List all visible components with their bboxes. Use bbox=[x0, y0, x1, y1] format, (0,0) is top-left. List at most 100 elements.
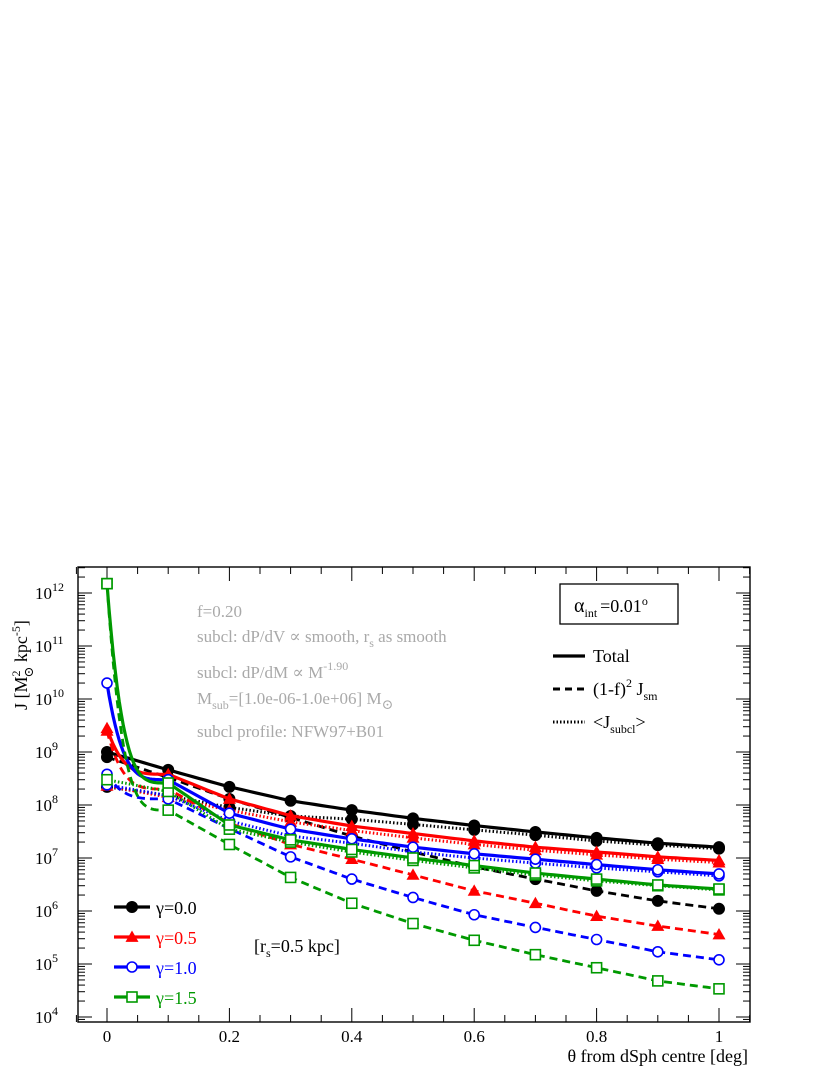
series-smooth-marker bbox=[528, 896, 542, 909]
series-total-marker bbox=[712, 853, 726, 866]
series-total-marker bbox=[528, 840, 542, 853]
series-total-marker bbox=[345, 804, 358, 817]
series-smooth-marker bbox=[712, 928, 726, 940]
series-total-marker bbox=[407, 852, 419, 864]
series-total-marker bbox=[407, 841, 419, 853]
legend-subcl-label: <Jsubcl> bbox=[593, 712, 646, 736]
y-tick-label: 106 bbox=[35, 898, 58, 921]
series-total-marker bbox=[590, 873, 603, 885]
series-total-marker bbox=[223, 780, 236, 793]
plot-frame bbox=[77, 566, 751, 1023]
annotation-rs: [rs=0.5 kpc] bbox=[254, 936, 340, 960]
series-subcl-marker bbox=[284, 815, 298, 827]
y-tick-label: 104 bbox=[35, 1004, 58, 1027]
legend-gamma-label: γ=0.5 bbox=[155, 928, 197, 948]
series-total-marker bbox=[590, 858, 603, 871]
legend-gamma-label: γ=1.5 bbox=[155, 988, 197, 1008]
y-axis-title: J [M2⊙ kpc-5] bbox=[9, 620, 36, 710]
series-total-marker bbox=[590, 831, 603, 844]
series-total-marker bbox=[468, 859, 481, 872]
x-tick-label: 0.8 bbox=[586, 1027, 607, 1046]
series-smooth-marker bbox=[345, 873, 358, 885]
series-smooth-marker bbox=[345, 897, 358, 910]
series-smooth-marker bbox=[713, 902, 725, 915]
x-tick-label: 0.2 bbox=[219, 1027, 240, 1046]
legend-gamma-label: γ=0.0 bbox=[155, 898, 197, 918]
series-total-marker bbox=[529, 825, 542, 838]
annotation-mass-range: Msub=[1.0e-06-1.0e+06] M⊙ bbox=[197, 689, 393, 713]
x-tick-label: 0.4 bbox=[341, 1027, 363, 1046]
series-smooth-marker bbox=[284, 851, 297, 863]
series-total-marker bbox=[101, 577, 113, 590]
series-smooth-marker bbox=[407, 891, 419, 904]
annotation-mass-function: subcl: dP/dM ∝ M-1.90 bbox=[197, 659, 348, 682]
series-total-marker bbox=[284, 823, 297, 835]
alpha-int-box: αint =0.01o bbox=[559, 583, 679, 625]
series-smooth-marker bbox=[651, 975, 664, 987]
series-smooth-marker bbox=[529, 921, 542, 934]
series-smooth-marker bbox=[468, 934, 481, 947]
series-smooth-marker bbox=[467, 884, 481, 896]
series-smooth-marker bbox=[651, 919, 665, 931]
alpha-int-label: αint =0.01o bbox=[574, 594, 648, 620]
x-tick-label: 0.6 bbox=[464, 1027, 485, 1046]
series-total-marker bbox=[651, 837, 664, 850]
series-group bbox=[101, 577, 725, 995]
series-total-marker bbox=[345, 843, 358, 856]
series-total-marker bbox=[101, 677, 113, 689]
annotation-profile: subcl profile: NFW97+B01 bbox=[197, 722, 384, 741]
y-tick-label: 1012 bbox=[35, 580, 64, 603]
x-tick-label: 0 bbox=[103, 1027, 112, 1046]
annotation-spatial: subcl: dP/dV ∝ smooth, rs as smooth bbox=[197, 627, 447, 650]
series-total-marker bbox=[223, 807, 236, 820]
series-smooth-marker bbox=[590, 933, 603, 946]
series-total-marker bbox=[713, 883, 725, 895]
series-smooth-marker bbox=[223, 838, 236, 851]
series-total-marker bbox=[713, 868, 725, 880]
series-total-marker bbox=[284, 794, 297, 807]
series-smooth-marker bbox=[406, 868, 420, 880]
x-tick-labels: 0 0.2 0.4 0.6 0.8 1 bbox=[103, 1027, 724, 1046]
series-total-marker bbox=[529, 853, 542, 865]
series-total-marker bbox=[713, 841, 725, 854]
series-total-marker bbox=[590, 845, 604, 857]
series-total-marker bbox=[222, 792, 236, 804]
series-total-marker bbox=[651, 879, 664, 891]
alpha-int-frame bbox=[559, 583, 679, 625]
legend-gamma-label: γ=1.0 bbox=[155, 958, 197, 978]
series-subcl-marker bbox=[101, 773, 113, 786]
model-annotations: f=0.20 subcl: dP/dV ∝ smooth, rs as smoo… bbox=[197, 602, 447, 741]
series-total-marker bbox=[223, 819, 236, 831]
axis-ticks bbox=[75, 567, 751, 1022]
series-subcl-line bbox=[106, 784, 720, 865]
series-total-marker bbox=[345, 833, 358, 845]
legend-gamma-marker bbox=[126, 961, 138, 973]
series-total-marker bbox=[284, 834, 297, 846]
annotation-f: f=0.20 bbox=[197, 602, 242, 621]
y-tick-label: 109 bbox=[35, 739, 58, 762]
series-total-marker bbox=[162, 777, 174, 789]
series-smooth-marker bbox=[713, 954, 725, 966]
series-total-marker bbox=[345, 819, 359, 831]
x-tick-label: 1 bbox=[715, 1027, 724, 1046]
series-smooth-marker bbox=[529, 948, 542, 961]
series-smooth-marker bbox=[284, 871, 297, 884]
series-total-marker bbox=[651, 850, 665, 862]
series-total-marker bbox=[468, 819, 481, 832]
y-tick-label: 105 bbox=[35, 951, 58, 974]
series-total-marker bbox=[100, 721, 114, 734]
legend-gamma-marker bbox=[125, 930, 139, 942]
y-tick-label: 108 bbox=[35, 792, 58, 815]
series-layer bbox=[100, 577, 726, 995]
series-smooth-marker bbox=[468, 908, 481, 921]
series-total-marker bbox=[467, 834, 481, 846]
series-smooth-marker bbox=[590, 884, 603, 897]
y-tick-label: 107 bbox=[35, 845, 58, 868]
series-total-marker bbox=[101, 746, 113, 758]
series-total-marker bbox=[651, 863, 664, 876]
y-tick-label: 1011 bbox=[35, 633, 64, 656]
series-smooth-marker bbox=[713, 983, 725, 995]
series-smooth-marker bbox=[590, 961, 603, 974]
legend-gamma-marker bbox=[126, 901, 138, 913]
